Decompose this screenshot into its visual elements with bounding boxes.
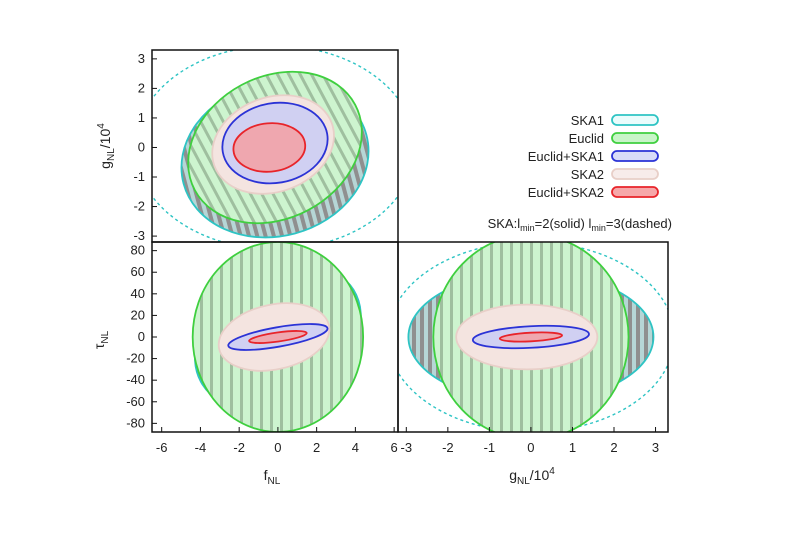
ellipse-euclid-ska2 [498,331,563,343]
ytick-label: -3 [133,228,145,243]
xtick-label: -6 [156,440,168,455]
ytick-label: 60 [131,264,145,279]
legend-swatch [611,168,659,180]
xtick-label: 2 [610,440,617,455]
ytick-label: -1 [133,169,145,184]
xtick-label: 2 [313,440,320,455]
legend-note: SKA:lmin=2(solid) lmin=3(dashed) [488,216,672,233]
xtick-label: -3 [401,440,413,455]
panel1-xlabel: fNL [264,467,281,487]
legend-swatch [611,114,659,126]
ytick-label: 80 [131,243,145,258]
ellipse-euclid-ska2 [232,122,307,173]
ytick-label: -60 [126,394,145,409]
xtick-label: -1 [484,440,496,455]
panel-tauNL-vs-gNL: -3 -2 -1 0 1 2 3 [397,241,669,455]
ellipse-euclid-ska2 [248,330,308,344]
xtick-label: 0 [527,440,534,455]
ytick-label: 1 [138,110,145,125]
panel-gNL-vs-fNL: 3 2 1 0 -1 -2 -3 [133,49,399,243]
legend-label: SKA1 [571,113,604,128]
legend: SKA1 Euclid Euclid+SKA1 SKA2 Euclid+SKA2 [528,113,659,200]
xtick-label: 3 [652,440,659,455]
panel-frame [397,241,669,433]
xtick-label: 1 [569,440,576,455]
panel1-ylabel: τNL [91,330,111,349]
ytick-label: 40 [131,286,145,301]
legend-label: Euclid+SKA1 [528,149,604,164]
xtick-label: 4 [352,440,359,455]
xtick-label: -2 [442,440,454,455]
ytick-label: 3 [138,51,145,66]
xtick-label: -2 [233,440,245,455]
panel2-xlabel: gNL/104 [509,466,555,487]
ytick-label: 2 [138,80,145,95]
ytick-label: -80 [126,415,145,430]
ytick-label: 0 [138,329,145,344]
ytick-label: -40 [126,372,145,387]
legend-label: Euclid [569,131,604,146]
legend-swatch [611,150,659,162]
ytick-label: -2 [133,199,145,214]
legend-swatch [611,132,659,144]
xtick-label: 0 [274,440,281,455]
ytick-label: 0 [138,139,145,154]
legend-label: Euclid+SKA2 [528,185,604,200]
legend-swatch [611,186,659,198]
xtick-label: -4 [195,440,207,455]
xtick-label: 6 [391,440,398,455]
ytick-label: 20 [131,307,145,322]
panel0-ylabel: gNL/104 [96,123,117,169]
ytick-label: -20 [126,351,145,366]
legend-label: SKA2 [571,167,604,182]
